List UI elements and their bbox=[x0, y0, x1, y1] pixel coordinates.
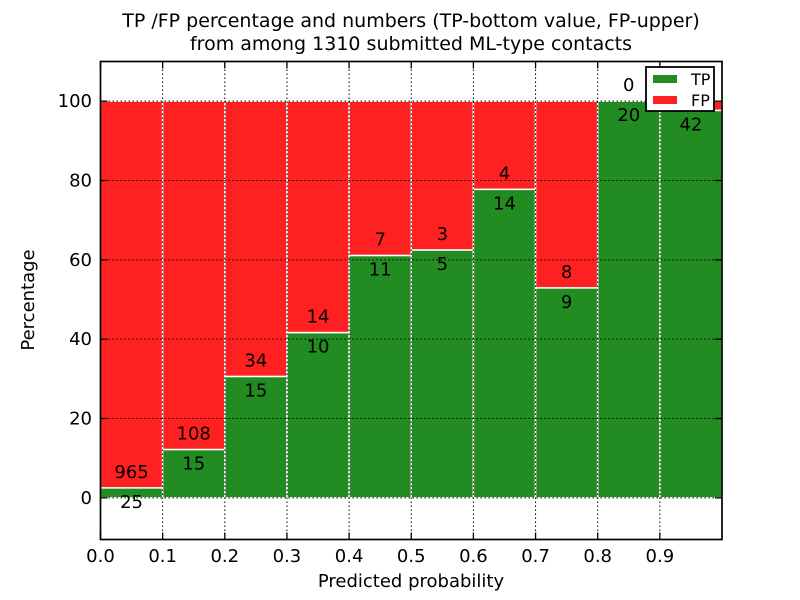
bar-fp-count-label: 34 bbox=[244, 350, 267, 371]
bar-tp-count-label: 9 bbox=[561, 292, 572, 313]
bar-fp-count-label: 4 bbox=[499, 163, 510, 184]
bar-tp-count-label: 15 bbox=[182, 453, 205, 474]
x-axis-label: Predicted probability bbox=[318, 571, 505, 592]
legend-fp-swatch bbox=[653, 96, 677, 104]
bar-tp-segment bbox=[410, 249, 475, 499]
x-tick-label: 0.2 bbox=[210, 546, 239, 567]
legend: TP FP bbox=[645, 66, 715, 112]
legend-tp-swatch bbox=[653, 75, 677, 83]
bar-fp-segment bbox=[534, 100, 599, 289]
bar-tp-segment bbox=[534, 287, 599, 499]
tick-labels-layer: 0.0 0.1 0.2 0.3 0.4 0.5 0.6 0.7 0.8 0.9 0 20 40 60 80 1… bbox=[58, 91, 675, 567]
bar-tp-count-label: 15 bbox=[244, 380, 267, 401]
bar-tp-segment bbox=[286, 331, 350, 499]
x-tick-label: 0.8 bbox=[583, 546, 612, 567]
tick-marks-layer bbox=[99, 61, 722, 540]
y-tick-label: 0 bbox=[81, 488, 92, 509]
x-tick-label: 0.5 bbox=[397, 546, 426, 567]
x-tick-label: 0.0 bbox=[86, 546, 115, 567]
bar-fp-count-label: 8 bbox=[561, 262, 572, 283]
bar-fp-segment bbox=[161, 100, 226, 451]
bar-tp-segment bbox=[348, 254, 413, 499]
bar-fp-count-label: 14 bbox=[307, 307, 330, 328]
bar-fp-segment bbox=[286, 100, 350, 334]
bar-tp-count-label: 42 bbox=[679, 114, 702, 135]
bar-tp-count-label: 5 bbox=[437, 254, 448, 275]
bar-fp-segment bbox=[410, 100, 475, 251]
bars-layer bbox=[99, 100, 723, 499]
bar-fp-segment bbox=[348, 100, 413, 257]
x-tick-label: 0.1 bbox=[148, 546, 177, 567]
x-tick-label: 0.6 bbox=[459, 546, 488, 567]
x-tick-label: 0.3 bbox=[273, 546, 302, 567]
x-tick-label: 0.4 bbox=[335, 546, 364, 567]
bar-tp-count-label: 25 bbox=[120, 492, 143, 513]
bar-fp-count-label: 3 bbox=[437, 224, 448, 245]
y-tick-label: 20 bbox=[69, 409, 92, 430]
bar-fp-segment bbox=[472, 100, 537, 191]
bar-fp-count-label: 7 bbox=[374, 229, 385, 250]
bar-fp-count-label: 965 bbox=[114, 462, 148, 483]
bar-fp-segment bbox=[99, 100, 164, 489]
bar-tp-segment bbox=[596, 100, 661, 499]
chart-title-line2: from among 1310 submitted ML-type contac… bbox=[190, 33, 632, 55]
bar-fp-count-label: 108 bbox=[177, 423, 211, 444]
bar-tp-segment bbox=[472, 188, 537, 499]
bar-tp-count-label: 14 bbox=[493, 193, 516, 214]
x-tick-label: 0.9 bbox=[646, 546, 675, 567]
y-tick-label: 80 bbox=[69, 171, 92, 192]
bar-count-labels-layer: 965 25 108 15 34 15 14 10 7 11 3 5 4 14 8 9 0 20 42 bbox=[114, 75, 702, 513]
legend-tp-label: TP bbox=[690, 70, 711, 89]
legend-fp-label: FP bbox=[691, 91, 710, 110]
bar-tp-segment bbox=[659, 109, 723, 499]
y-axis-label: Percentage bbox=[18, 249, 39, 350]
y-tick-label: 60 bbox=[69, 250, 92, 271]
bar-tp-count-label: 11 bbox=[369, 259, 392, 280]
bar-tp-count-label: 20 bbox=[617, 105, 640, 126]
bar-fp-count-label: 0 bbox=[623, 75, 634, 96]
bar-fp-segment bbox=[224, 100, 288, 378]
bar-tp-count-label: 10 bbox=[307, 337, 330, 358]
y-tick-label: 100 bbox=[58, 91, 92, 112]
chart-title-line1: TP /FP percentage and numbers (TP-bottom… bbox=[121, 10, 700, 32]
x-tick-label: 0.7 bbox=[521, 546, 550, 567]
y-tick-label: 40 bbox=[69, 329, 92, 350]
